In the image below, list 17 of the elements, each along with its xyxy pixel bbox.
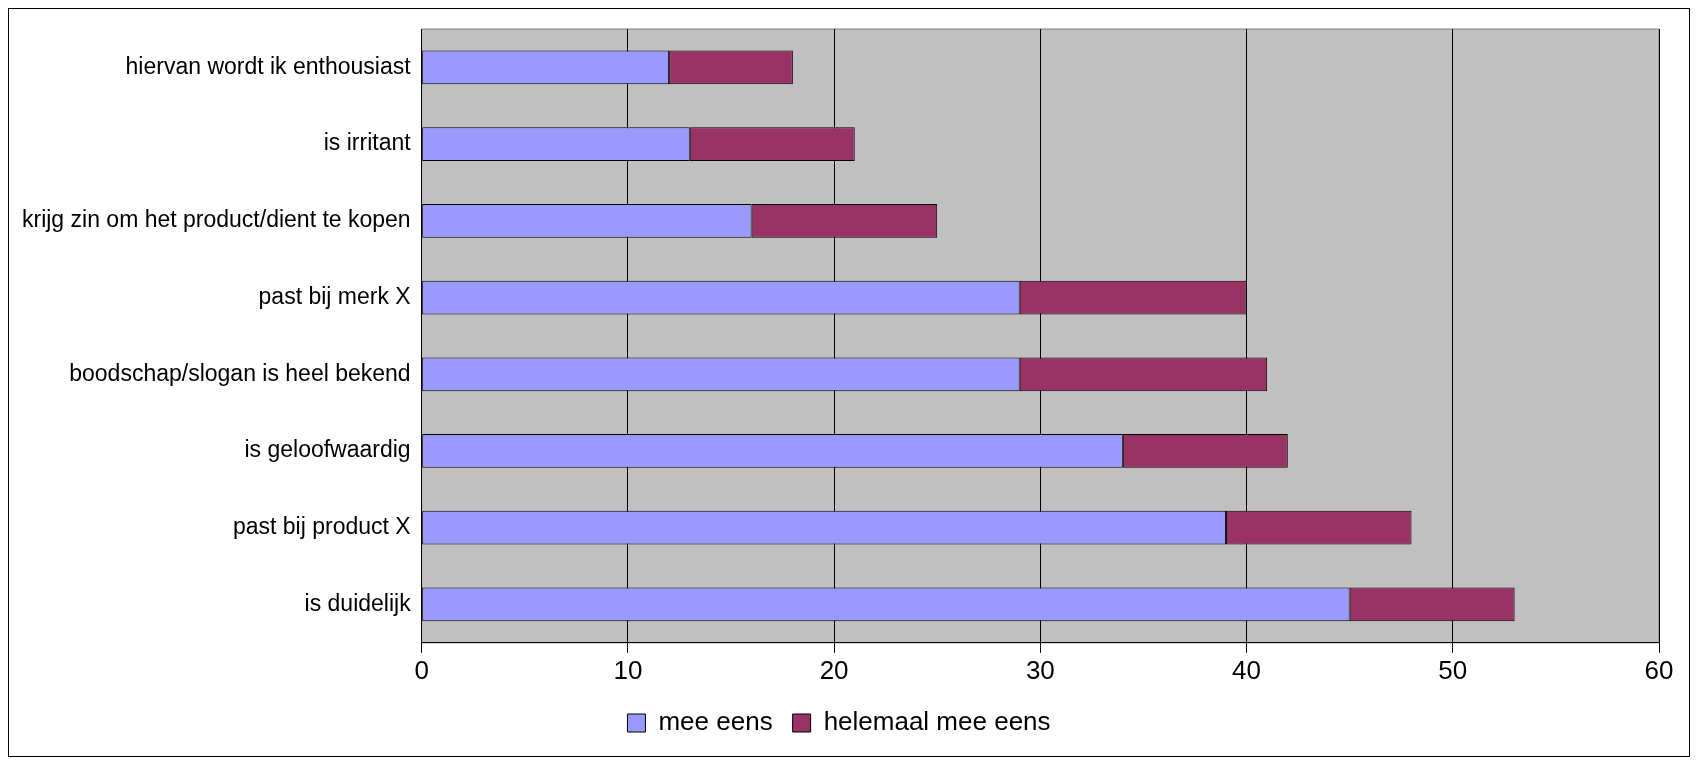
y-tick-label: boodschap/slogan is heel bekend	[69, 359, 411, 386]
legend-label: mee eens	[658, 706, 773, 737]
x-tick-label: 10	[613, 654, 643, 685]
y-tick-label: past bij merk X	[258, 282, 411, 309]
x-tick-label: 0	[414, 654, 429, 685]
x-tick-label: 50	[1438, 654, 1468, 685]
y-tick-label: hiervan wordt ik enthousiast	[125, 52, 412, 79]
y-tick-label: krijg zin om het product/dient te kopen	[21, 206, 411, 233]
x-tick-label: 60	[1644, 654, 1674, 685]
y-tick-label: past bij product X	[232, 513, 411, 540]
y-tick-label: is geloofwaardig	[244, 436, 411, 463]
x-tick-label: 40	[1232, 654, 1262, 685]
y-tick-label: is duidelijk	[304, 589, 412, 616]
x-tick-label: 30	[1025, 654, 1055, 685]
legend-label: helemaal mee eens	[823, 706, 1051, 737]
y-tick-label: is irritant	[323, 129, 412, 156]
x-tick-label: 20	[819, 654, 849, 685]
